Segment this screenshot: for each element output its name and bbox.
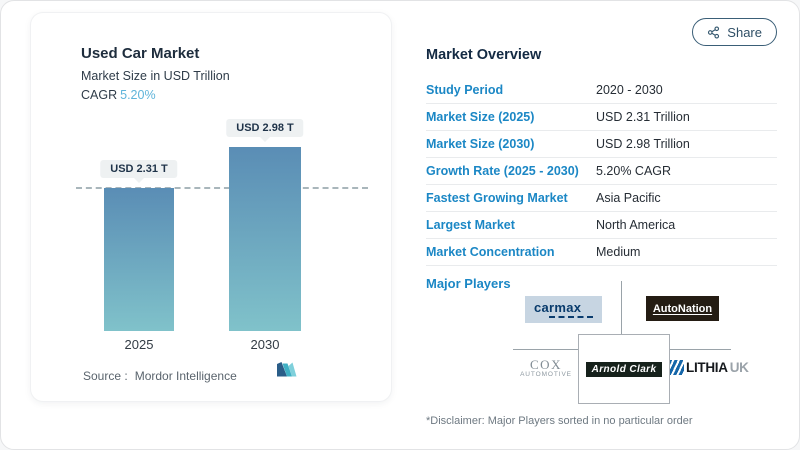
row-value: 5.20% CAGR [596, 164, 672, 178]
row-label: Study Period [426, 83, 504, 97]
lithia-uk-logo: LITHIA UK [669, 360, 749, 375]
bar-value-label-2030: USD 2.98 T [226, 119, 304, 137]
row-label: Market Size (2030) [426, 137, 535, 151]
axis-label-2030: 2030 [250, 337, 280, 352]
chart-subtitle: Market Size in USD Trillion [81, 69, 230, 83]
row-value: North America [596, 218, 676, 232]
major-players-label: Major Players [426, 276, 511, 291]
major-players-section: Major Players carmax AutoNation Arnold C… [426, 274, 776, 406]
cox-automotive-logo: COX AUTOMOTIVE [516, 358, 576, 378]
row-label: Market Concentration [426, 245, 555, 259]
lithia-logo-suffix: UK [729, 360, 749, 375]
row-label: Largest Market [426, 218, 515, 232]
chart-cagr: CAGR 5.20% [81, 88, 156, 102]
table-row: Fastest Growing Market Asia Pacific [426, 185, 777, 212]
bar-2025 [104, 188, 174, 331]
arnold-clark-logo: Arnold Clark [585, 361, 663, 377]
arnold-clark-box: Arnold Clark [578, 334, 670, 404]
row-value: Medium [596, 245, 641, 259]
overview-panel: Share Market Overview Study Period 2020 -… [411, 1, 799, 449]
share-label: Share [727, 24, 762, 40]
carmax-logo-text: carmax [534, 299, 582, 315]
row-label: Fastest Growing Market [426, 191, 568, 205]
row-value: 2020 - 2030 [596, 83, 663, 97]
table-row: Market Size (2025) USD 2.31 Trillion [426, 104, 777, 131]
row-label: Market Size (2025) [426, 110, 535, 124]
autonation-logo-text: AutoNation [652, 302, 713, 315]
table-row: Growth Rate (2025 - 2030) 5.20% CAGR [426, 158, 777, 185]
lithia-logo-text: LITHIA [686, 360, 728, 375]
bar-value-label-2025: USD 2.31 T [100, 160, 178, 178]
overview-table: Study Period 2020 - 2030 Market Size (202… [426, 77, 777, 266]
table-row: Largest Market North America [426, 212, 777, 239]
carmax-dashed-underline [549, 315, 593, 318]
table-row: Market Size (2030) USD 2.98 Trillion [426, 131, 777, 158]
share-icon [708, 25, 720, 39]
lithia-icon [669, 360, 684, 375]
row-label: Growth Rate (2025 - 2030) [426, 164, 579, 178]
reference-dashed-line [76, 187, 368, 189]
source-label: Source : [83, 369, 128, 383]
row-value: USD 2.31 Trillion [596, 110, 690, 124]
bar-2030 [229, 147, 301, 331]
bar-value-pointer-2030 [260, 137, 270, 142]
axis-label-2025: 2025 [124, 337, 154, 352]
overview-title: Market Overview [426, 47, 542, 63]
source-caption: Source : Mordor Intelligence [83, 369, 237, 383]
mordor-intelligence-logo [277, 362, 297, 377]
autonation-logo: AutoNation [646, 296, 719, 321]
carmax-logo: carmax [525, 296, 602, 323]
chart-title: Used Car Market [81, 45, 200, 62]
row-value: USD 2.98 Trillion [596, 137, 690, 151]
source-value: Mordor Intelligence [134, 369, 237, 383]
cagr-label: CAGR [81, 88, 118, 102]
cox-logo-line1: COX [530, 357, 562, 372]
table-row: Market Concentration Medium [426, 239, 777, 266]
bar-group-2025: USD 2.31 T 2025 [100, 160, 178, 352]
chart-panel: Used Car Market Market Size in USD Trill… [31, 13, 391, 401]
bar-value-pointer-2025 [134, 178, 144, 183]
disclaimer-text: *Disclaimer: Major Players sorted in no … [426, 415, 693, 427]
tree-vertical-line [621, 281, 622, 335]
row-value: Asia Pacific [596, 191, 661, 205]
bar-group-2030: USD 2.98 T 2030 [226, 119, 304, 352]
table-row: Study Period 2020 - 2030 [426, 77, 777, 104]
share-button[interactable]: Share [692, 18, 777, 46]
cagr-value: 5.20% [120, 88, 156, 102]
cox-logo-line2: AUTOMOTIVE [520, 371, 572, 378]
